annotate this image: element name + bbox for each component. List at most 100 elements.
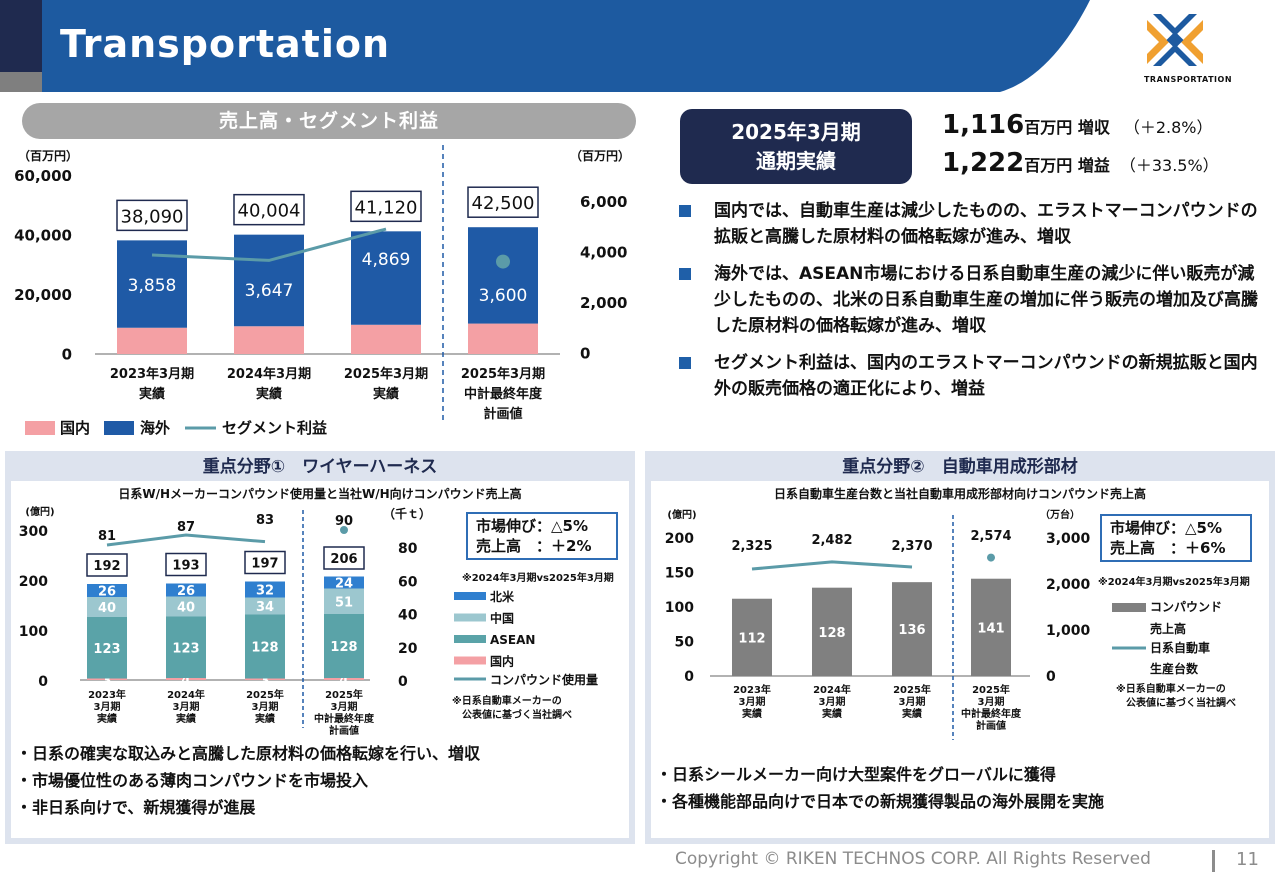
- y-axis-unit-left: （百万円）: [18, 148, 78, 163]
- y-axis-unit-left: (億円): [25, 505, 54, 518]
- market-note-box: 市場伸び：△5% 売上高 ：＋2%: [466, 512, 618, 560]
- segment-profit-plan-point: [496, 254, 510, 269]
- usage-label: 87: [177, 520, 195, 535]
- bar-segment: [245, 614, 285, 679]
- legend-swatch: [454, 656, 486, 665]
- page-number: 11: [1236, 849, 1259, 870]
- legend-label: 中国: [490, 611, 514, 626]
- bar-segment-label: 4: [181, 673, 190, 688]
- summary-bullet: 海外では、ASEAN市場における日系自動車生産の減少に伴い販売が減少したものの、…: [676, 261, 1266, 339]
- panel-bullets: ・日系の確実な取込みと高騰した原材料の価格転嫁を行い、増収 ・市場優位性のある薄…: [16, 740, 480, 821]
- note-line: 市場伸び：△5%: [476, 517, 589, 535]
- list-item: ・日系シールメーカー向け大型案件をグローバルに獲得: [656, 765, 1056, 784]
- bar-segment: [324, 576, 364, 589]
- period-line-1: 2025年3月期: [731, 120, 861, 144]
- x-tick-label: 実績: [176, 712, 196, 725]
- bar-segment-label: 123: [93, 642, 120, 657]
- total-label-box: [323, 546, 365, 570]
- bar-label: 128: [818, 626, 845, 641]
- y-tick-label-left: 40,000: [14, 227, 72, 245]
- bar-segment-label: 26: [177, 584, 195, 599]
- legend-label: 国内: [490, 654, 514, 669]
- bar: [812, 587, 852, 676]
- usage-label: 81: [98, 529, 116, 544]
- panel-footnote: ※日系自動車メーカーの 公表値に基づく当社調べ: [452, 696, 572, 721]
- segment-profit-label: 3,647: [245, 281, 294, 301]
- segment-profit-label: 3,600: [479, 286, 528, 306]
- x-tick-label: 2024年3月期: [227, 366, 311, 382]
- wire-harness-chart: (億円) （千ｔ）30020010008060402003123402619281…: [19, 505, 431, 737]
- y-tick-label-left: 200: [665, 531, 694, 547]
- x-tick-label: 中計最終年度: [464, 386, 543, 402]
- x-tick-label: 3月期: [819, 695, 846, 708]
- legend-swatch: [1112, 603, 1146, 612]
- y-tick-label-right: 1,000: [1046, 623, 1091, 639]
- x-tick-label: 2025年: [893, 683, 931, 696]
- summary-bullet: セグメント利益は、国内のエラストマーコンパウンドの新規拡販と国内外の販売価格の適…: [676, 350, 1266, 402]
- legend-swatch: [25, 421, 55, 435]
- y-tick-label-right: 2,000: [1046, 577, 1091, 593]
- bullet-square-icon: [679, 205, 691, 217]
- x-tick-label: 2023年: [733, 683, 771, 696]
- y-tick-label-left: 200: [19, 574, 48, 590]
- x-tick-label: 実績: [373, 386, 399, 402]
- x-tick-label: 実績: [822, 707, 842, 720]
- note-line: 売上高 ：＋6%: [1110, 539, 1226, 557]
- legend-swatch: [454, 635, 486, 643]
- summary-bullet: 国内では、自動車生産は減少したものの、エラストマーコンパウンドの拡販と高騰した原…: [676, 198, 1266, 250]
- usage-label: 83: [256, 513, 274, 528]
- period-line-2: 通期実績: [756, 149, 836, 173]
- total-label-box: [350, 190, 422, 223]
- y-tick-label-right: 3,000: [1046, 531, 1091, 547]
- total-label-box: [165, 552, 207, 577]
- y-tick-label-right: 0: [580, 345, 590, 363]
- total-label: 40,004: [238, 201, 301, 222]
- y-axis-unit-right: （千ｔ）: [383, 506, 431, 521]
- sales-kpi: 1,116百万円 増収 （＋2.8%）: [942, 110, 1212, 140]
- panel-subtitle: 日系W/Hメーカーコンパウンド使用量と当社W/H向けコンパウンド売上高: [118, 487, 522, 501]
- total-label: 41,120: [355, 197, 418, 218]
- panel-footnote: ※日系自動車メーカーの 公表値に基づく当社調べ: [1116, 684, 1236, 709]
- sales-change: （＋2.8%）: [1123, 118, 1213, 137]
- legend-label: 海外: [140, 419, 170, 437]
- bar-segment: [234, 234, 304, 327]
- y-tick-label-right: 0: [1046, 669, 1056, 685]
- y-axis-unit-right: （百万円）: [570, 148, 630, 163]
- legend-swatch: [104, 421, 134, 435]
- page-divider: [1212, 850, 1215, 872]
- bar-segment-label: 26: [98, 585, 116, 600]
- bar-segment-label: 128: [251, 641, 278, 656]
- total-label-box: [467, 186, 539, 218]
- y-tick-label-right: 0: [398, 674, 408, 690]
- bar-segment: [468, 323, 538, 354]
- y-tick-label-left: 20,000: [14, 286, 72, 304]
- bar-label: 136: [898, 623, 925, 638]
- x-tick-label: 計画値: [329, 724, 359, 737]
- profit-change: （＋33.5%）: [1119, 156, 1219, 175]
- x-tick-label: 2024年: [167, 688, 205, 701]
- period-box: 2025年3月期 通期実績: [680, 109, 912, 184]
- y-tick-label-left: 60,000: [14, 167, 72, 185]
- bar-segment: [166, 583, 206, 597]
- bar-segment: [87, 597, 127, 617]
- x-tick-label: 3月期: [331, 700, 358, 713]
- profit-unit: 百万円 増益: [1024, 156, 1110, 175]
- y-tick-label-left: 0: [62, 346, 72, 364]
- production-label: 2,482: [811, 533, 852, 548]
- panel-title: 重点分野② 自動車用成形部材: [842, 457, 1078, 477]
- x-tick-label: 計画値: [483, 406, 522, 422]
- total-label: 206: [330, 552, 357, 567]
- x-tick-label: 2023年: [88, 688, 126, 701]
- y-tick-label-right: 4,000: [580, 244, 627, 262]
- bar-segment-label: 34: [256, 600, 274, 615]
- x-tick-label: 2023年3月期: [110, 366, 194, 382]
- main-sales-chart: （百万円） （百万円） 60,000 40,000 20,000 0 6,000 4,000 2…: [14, 145, 630, 437]
- y-axis-unit-left: (億円): [667, 508, 696, 521]
- total-label-box: [86, 553, 128, 577]
- y-tick-label-left: 0: [684, 669, 694, 685]
- segment-profit-label: 3,858: [128, 276, 177, 296]
- usage-plan-point: [340, 526, 348, 534]
- bar-segment: [166, 596, 206, 617]
- bar-segment-label: 4: [339, 673, 348, 688]
